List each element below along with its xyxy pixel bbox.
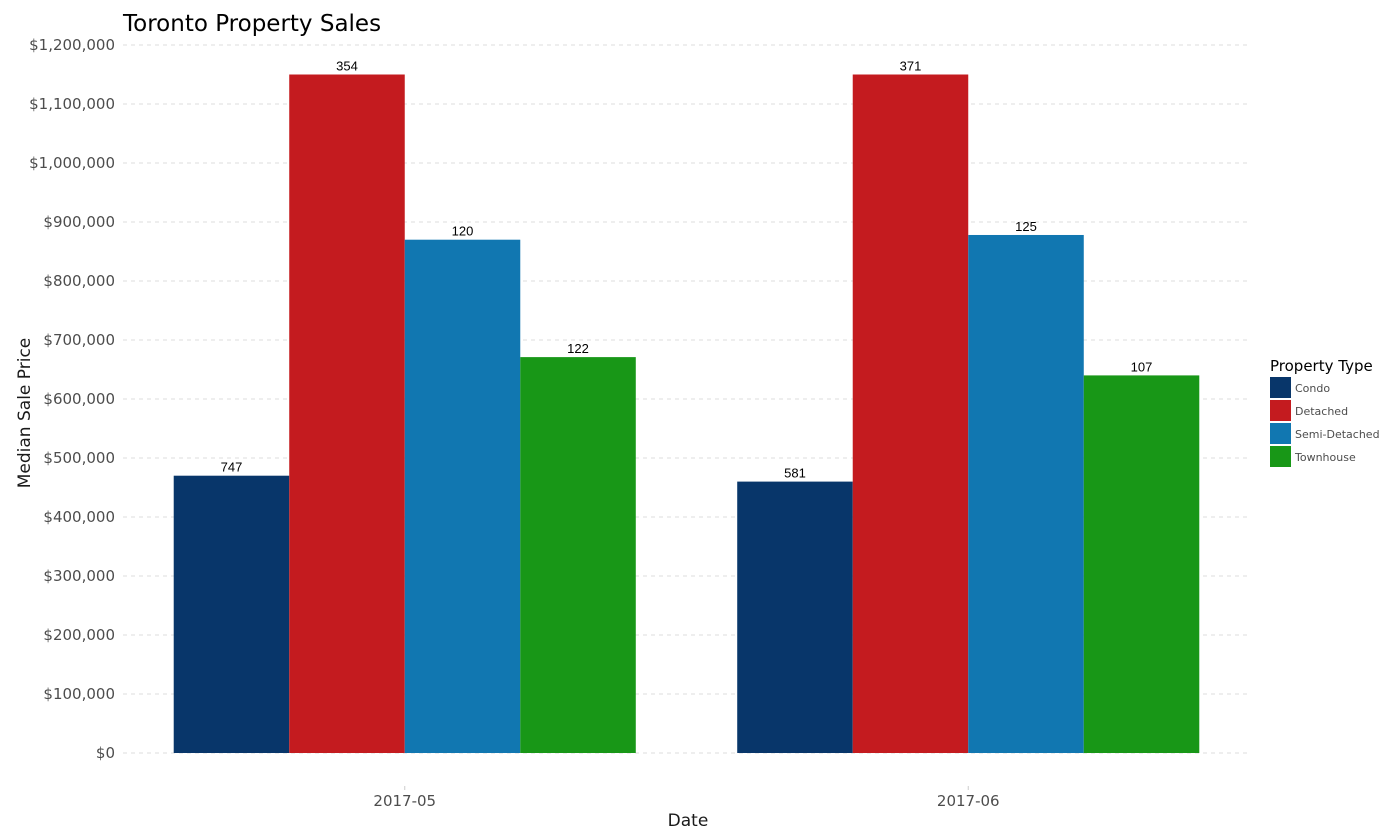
y-tick-label: $800,000 bbox=[43, 272, 115, 290]
bars bbox=[173, 74, 1200, 754]
bar-data-label: 122 bbox=[567, 341, 589, 356]
legend: Property Type Condo Detached Semi-Detached… bbox=[1270, 357, 1380, 467]
y-tick-label: $300,000 bbox=[43, 567, 115, 585]
y-tick-label: $700,000 bbox=[43, 331, 115, 349]
legend-swatch bbox=[1270, 423, 1291, 444]
y-tick-label: $600,000 bbox=[43, 390, 115, 408]
chart-title: Toronto Property Sales bbox=[122, 11, 381, 37]
bar-data-label: 371 bbox=[900, 59, 922, 74]
bar-semi-detached bbox=[968, 234, 1084, 754]
bar-data-label: 354 bbox=[336, 59, 358, 74]
legend-items: Condo Detached Semi-Detached Townhouse bbox=[1270, 377, 1380, 467]
bar-detached bbox=[852, 74, 969, 753]
bar-semi-detached bbox=[404, 239, 521, 753]
legend-swatch bbox=[1270, 400, 1291, 421]
legend-swatch bbox=[1270, 377, 1291, 398]
x-axis-title: Date bbox=[668, 811, 709, 831]
x-tick-label: 2017-06 bbox=[937, 792, 1000, 810]
bar-data-label: 125 bbox=[1015, 219, 1037, 234]
bar-detached bbox=[289, 74, 405, 753]
legend-label: Townhouse bbox=[1294, 451, 1356, 464]
y-tick-label: $500,000 bbox=[43, 449, 115, 467]
bar-condo bbox=[173, 475, 290, 753]
x-tick-label: 2017-05 bbox=[373, 792, 436, 810]
legend-swatch bbox=[1270, 446, 1291, 467]
y-tick-label: $0 bbox=[96, 744, 115, 762]
legend-title: Property Type bbox=[1270, 357, 1373, 375]
bar-labels: 747 354 120 122 581 371 125 107 bbox=[221, 59, 1153, 481]
bar-condo bbox=[737, 481, 853, 753]
legend-label: Detached bbox=[1295, 405, 1348, 418]
bar-data-label: 120 bbox=[452, 224, 474, 239]
y-tick-label: $1,000,000 bbox=[29, 154, 115, 172]
y-axis-ticks: $0 $100,000 $200,000 $300,000 $400,000 $500,0… bbox=[29, 36, 115, 762]
bar-data-label: 747 bbox=[221, 460, 243, 475]
y-tick-label: $400,000 bbox=[43, 508, 115, 526]
legend-label: Condo bbox=[1295, 382, 1330, 395]
bar-townhouse bbox=[520, 357, 636, 753]
y-tick-label: $900,000 bbox=[43, 213, 115, 231]
y-tick-label: $1,100,000 bbox=[29, 95, 115, 113]
bar-data-label: 107 bbox=[1131, 359, 1153, 374]
x-axis-ticks: 2017-05 2017-06 bbox=[373, 786, 1000, 810]
y-tick-label: $1,200,000 bbox=[29, 36, 115, 54]
y-tick-label: $100,000 bbox=[43, 685, 115, 703]
bar-townhouse bbox=[1083, 375, 1200, 753]
y-tick-label: $200,000 bbox=[43, 626, 115, 644]
legend-label: Semi-Detached bbox=[1295, 428, 1380, 441]
bar-data-label: 581 bbox=[784, 466, 806, 481]
y-axis-title: Median Sale Price bbox=[15, 338, 35, 489]
